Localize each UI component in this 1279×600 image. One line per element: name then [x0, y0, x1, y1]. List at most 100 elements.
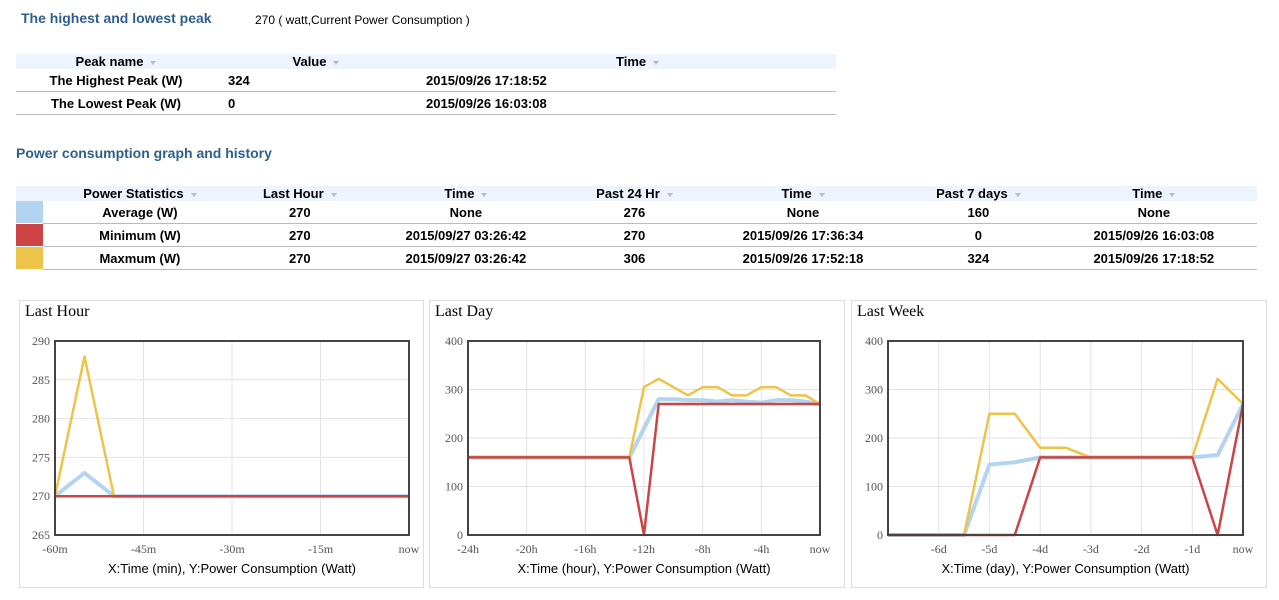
section-title: Power consumption graph and history	[16, 145, 272, 161]
cell: 2015/09/26 16:03:08	[1050, 223, 1257, 247]
cell: 2015/09/26 17:36:34	[699, 223, 907, 247]
y-tick-label: 200	[445, 431, 463, 445]
cell: None	[699, 201, 907, 224]
legend-swatch	[16, 223, 43, 247]
plot-border	[54, 340, 410, 536]
cell: 270	[569, 223, 700, 247]
y-tick-label: 270	[32, 489, 50, 503]
x-axis-label: X:Time (min), Y:Power Consumption (Watt)	[108, 561, 356, 576]
x-tick-label: -60m	[42, 542, 68, 556]
current-power: 270 ( watt,Current Power Consumption )	[255, 13, 470, 27]
x-tick-label: -8h	[695, 542, 711, 556]
cell: The Highest Peak (W)	[16, 69, 216, 92]
sort-icon	[190, 192, 197, 197]
cell: 324	[906, 246, 1051, 270]
x-tick-label: -24h	[457, 542, 479, 556]
cell: 2015/09/26 17:52:18	[699, 246, 907, 270]
column-header: Last Hour	[236, 186, 363, 201]
column-header: Peak name	[16, 54, 216, 69]
x-tick-label: -4h	[753, 542, 769, 556]
header-text: Value	[292, 54, 327, 69]
stats-row: Average (W) 270 None 276 None 160 None	[16, 201, 1257, 224]
y-tick-label: 265	[32, 528, 50, 542]
x-tick-label: now	[810, 542, 831, 556]
x-axis-label: X:Time (hour), Y:Power Consumption (Watt…	[517, 561, 770, 576]
chart-title: Last Day	[435, 303, 493, 320]
column-header: Time	[416, 54, 836, 69]
sort-icon	[1169, 192, 1176, 197]
x-tick-label: -5d	[981, 542, 997, 556]
cell: Maxmum (W)	[43, 246, 237, 270]
peak-table: Peak name Value Time The Highest Peak (W) 32…	[16, 54, 836, 115]
x-axis-label: X:Time (day), Y:Power Consumption (Watt)	[941, 561, 1189, 576]
x-tick-label: now	[399, 542, 420, 556]
sort-icon	[330, 192, 337, 197]
chart-panel	[19, 300, 424, 588]
chart-title: Last Hour	[25, 303, 90, 320]
cell: 160	[906, 201, 1051, 224]
cell: Minimum (W)	[43, 223, 237, 247]
x-tick-label: -2d	[1134, 542, 1150, 556]
y-tick-label: 300	[445, 383, 463, 397]
y-tick-label: 275	[32, 450, 50, 464]
sort-icon	[1014, 192, 1021, 197]
swatch-header	[16, 186, 43, 201]
cell: 306	[569, 246, 700, 270]
x-tick-label: -15m	[308, 542, 334, 556]
sort-icon	[481, 192, 488, 197]
y-tick-label: 0	[877, 528, 883, 542]
cell: 2015/09/27 03:26:42	[362, 223, 570, 247]
y-tick-label: 100	[865, 480, 883, 494]
x-tick-label: now	[1233, 542, 1254, 556]
legend-swatch	[16, 246, 43, 270]
y-tick-label: 300	[865, 383, 883, 397]
header-text: Time	[781, 186, 812, 201]
charts: Last Hour X:Time (min), Y:Power Consumpti…	[19, 300, 1267, 588]
cell: 2015/09/26 17:18:52	[416, 69, 836, 92]
header-row: Power Statistics Last Hour Time Past 24 Hr T…	[16, 186, 1257, 201]
cell: 270	[236, 246, 363, 270]
header-text: Peak name	[75, 54, 144, 69]
cell: Average (W)	[43, 201, 237, 224]
header-text: Power Statistics	[83, 186, 184, 201]
plot-border	[467, 340, 821, 536]
x-tick-label: -30m	[219, 542, 245, 556]
y-tick-label: 285	[32, 373, 50, 387]
header-text: Time	[1132, 186, 1163, 201]
y-tick-label: 280	[32, 412, 50, 426]
sort-icon	[666, 192, 673, 197]
y-tick-label: 200	[865, 431, 883, 445]
sort-icon	[333, 60, 340, 65]
stats-table: Power Statistics Last Hour Time Past 24 Hr T…	[16, 186, 1257, 270]
column-header: Time	[1050, 186, 1257, 201]
cell: 2015/09/27 03:26:42	[362, 246, 570, 270]
legend-swatch	[16, 201, 43, 224]
cell: 2015/09/26 17:18:52	[1050, 246, 1257, 270]
cell: 270	[236, 223, 363, 247]
header-text: Past 7 days	[936, 186, 1008, 201]
column-header: Past 24 Hr	[569, 186, 700, 201]
sort-icon	[150, 60, 157, 65]
cell: 0	[216, 91, 416, 115]
x-tick-label: -20h	[516, 542, 538, 556]
page-title: The highest and lowest peak	[21, 10, 212, 26]
cell: 324	[216, 69, 416, 92]
y-tick-label: 290	[32, 334, 50, 348]
x-tick-label: -3d	[1083, 542, 1099, 556]
cell: None	[362, 201, 570, 224]
chart-panel	[851, 300, 1267, 588]
peak-row: The Lowest Peak (W) 0 2015/09/26 16:03:08	[16, 91, 836, 115]
plot-border	[887, 340, 1244, 536]
y-tick-label: 400	[445, 334, 463, 348]
cell: 2015/09/26 16:03:08	[416, 91, 836, 115]
header-text: Last Hour	[262, 186, 324, 201]
cell: 270	[236, 201, 363, 224]
cell: 0	[906, 223, 1051, 247]
column-header: Past 7 days	[906, 186, 1051, 201]
cell: The Lowest Peak (W)	[16, 91, 216, 115]
x-tick-label: -45m	[131, 542, 157, 556]
x-tick-label: -16h	[574, 542, 596, 556]
cell: 276	[569, 201, 700, 224]
x-tick-label: -6d	[931, 542, 947, 556]
